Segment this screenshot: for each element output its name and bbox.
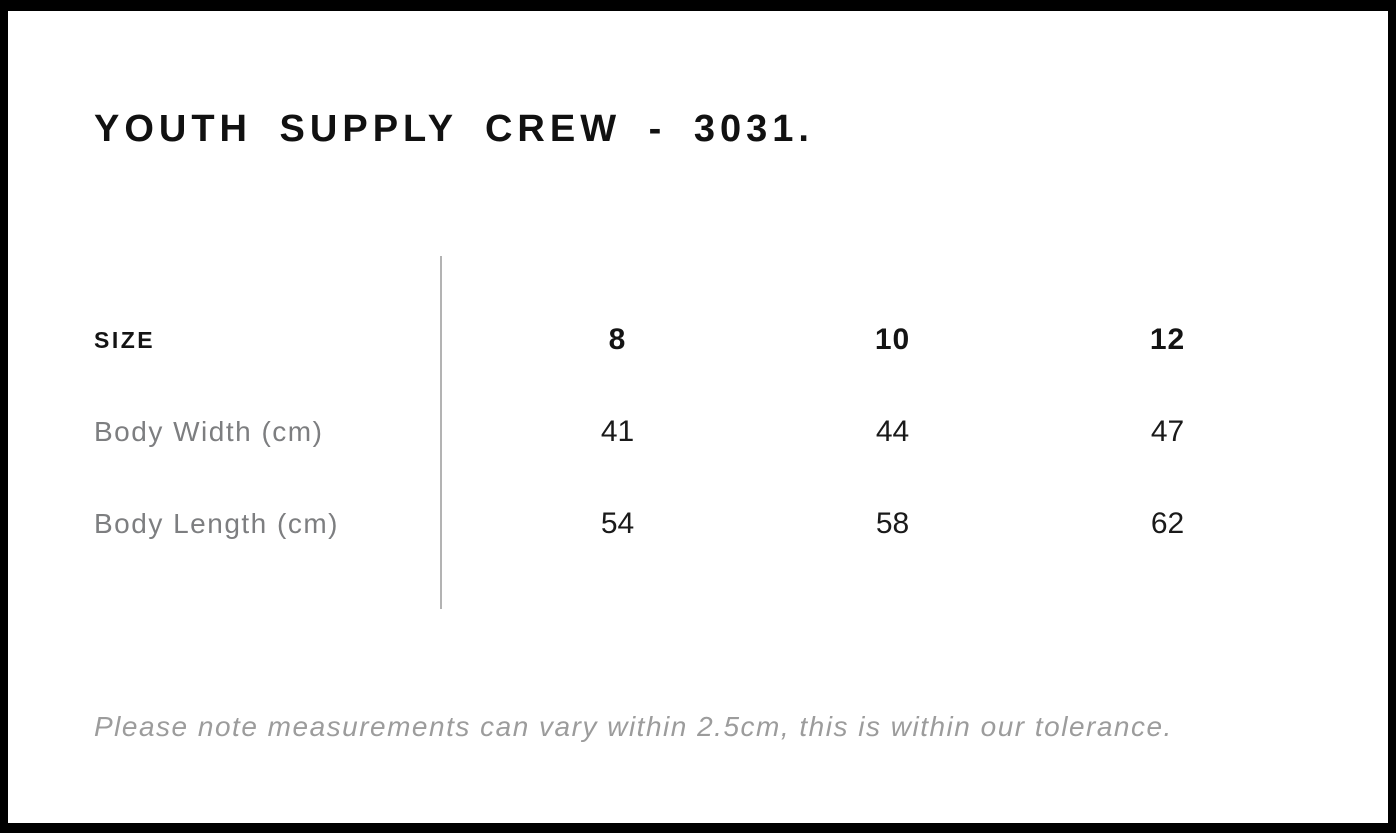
body-width-value-size-12: 47 bbox=[1150, 415, 1185, 448]
body-length-value-size-10: 58 bbox=[875, 507, 910, 540]
page-title: YOUTH SUPPLY CREW - 3031. bbox=[94, 108, 814, 150]
tolerance-note: Please note measurements can vary within… bbox=[94, 711, 1173, 742]
size-header-row: SIZE 8 10 12 bbox=[94, 294, 1306, 386]
page-content: YOUTH SUPPLY CREW - 3031. SIZE 8 10 12 B… bbox=[8, 11, 1388, 743]
body-length-value-size-12: 62 bbox=[1150, 507, 1185, 540]
table-row-body-length: Body Length (cm) 54 58 62 bbox=[94, 478, 1306, 570]
table-row-body-width: Body Width (cm) 41 44 47 bbox=[94, 386, 1306, 478]
row-label-body-length: Body Length (cm) bbox=[94, 508, 339, 539]
size-column-header-1: 8 bbox=[608, 323, 627, 356]
body-length-value-size-8: 54 bbox=[600, 507, 635, 540]
table-divider-line bbox=[440, 256, 442, 609]
size-column-header-2: 10 bbox=[874, 323, 911, 356]
body-width-value-size-8: 41 bbox=[600, 415, 635, 448]
size-header-label: SIZE bbox=[94, 326, 156, 353]
row-label-body-width: Body Width (cm) bbox=[94, 416, 324, 447]
body-width-value-size-10: 44 bbox=[875, 415, 910, 448]
size-column-header-3: 12 bbox=[1149, 323, 1186, 356]
size-chart-table: SIZE 8 10 12 Body Width (cm) 41 44 47 Bo… bbox=[94, 256, 1306, 609]
